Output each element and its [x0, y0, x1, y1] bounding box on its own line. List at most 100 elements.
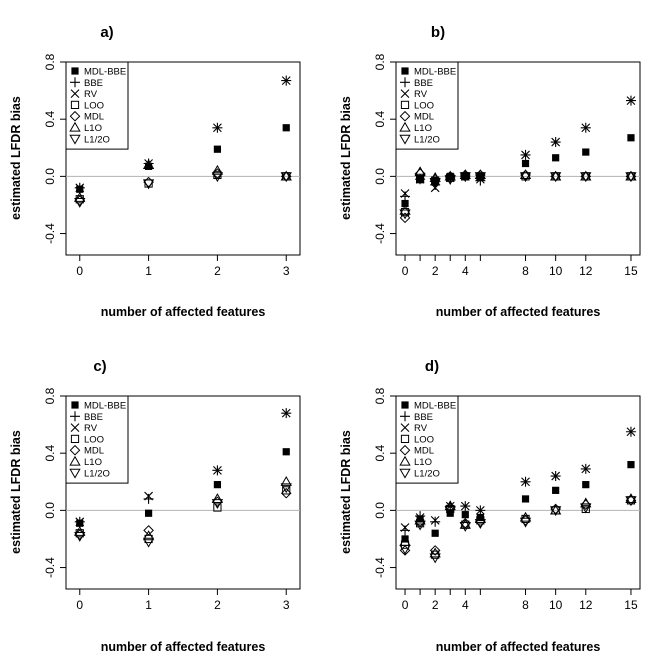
data-point-l1o: [414, 166, 426, 177]
x-tick-label: 15: [624, 598, 638, 612]
data-point-mdl: [429, 545, 441, 556]
data-point-l1o: [549, 504, 562, 515]
y-axis-title: estimated LFDR bias: [339, 430, 353, 554]
legend-symbol-l1-2o: [399, 468, 411, 479]
data-point-l1o: [459, 518, 471, 529]
legend-symbol-mdl-bbe: [71, 67, 79, 75]
data-point-l1-2o: [580, 503, 592, 514]
data-point-l1o: [74, 192, 86, 202]
data-point-rv: [281, 76, 291, 85]
data-point-l1o: [74, 526, 86, 536]
data-point-l1-2o: [414, 173, 426, 184]
data-point-l1-2o: [580, 172, 592, 183]
data-point-mdl: [143, 525, 154, 536]
data-point-rv: [75, 517, 85, 527]
data-point-rv: [581, 464, 591, 474]
data-point-l1-2o: [474, 519, 487, 530]
y-tick-label: 0.8: [373, 387, 387, 404]
legend-label-l1-2o: L1/2O: [414, 134, 440, 145]
data-point-l1-2o: [444, 506, 456, 517]
series-l1o: [74, 475, 292, 541]
series-rv: [75, 76, 291, 193]
x-tick-label: 1: [145, 598, 152, 612]
data-point-loo: [282, 486, 291, 495]
legend-label-rv: RV: [414, 423, 428, 434]
legend-box: [395, 395, 459, 484]
data-point-l1-2o: [142, 179, 155, 190]
series-rv: [75, 408, 291, 527]
x-tick-label: 0: [402, 598, 409, 612]
legend-symbol-rv: [400, 89, 410, 98]
legend-label-loo: LOO: [84, 434, 104, 445]
data-point-l1o: [280, 170, 292, 181]
panel-label: b): [431, 24, 445, 41]
data-point-l1-2o: [549, 172, 562, 183]
legend-symbol-bbe: [400, 411, 410, 422]
x-tick-label: 2: [214, 598, 221, 612]
legend-label-bbe: BBE: [414, 412, 433, 423]
data-point-l1o: [474, 513, 487, 524]
data-point-mdl-bbe: [521, 495, 530, 503]
data-point-mdl-bbe: [282, 124, 290, 132]
data-point-rv: [213, 465, 222, 475]
data-point-l1o: [414, 514, 426, 525]
data-point-rv: [75, 183, 85, 193]
data-point-l1-2o: [74, 198, 86, 208]
panel-a: a) -0.4 0.0 0.4 0.8 0 1 2 3 number of affected fe…: [9, 24, 301, 319]
y-axis-title: estimated LFDR bias: [339, 96, 353, 220]
legend-label-l1-2o: L1/2O: [84, 134, 110, 145]
data-point-rv: [581, 123, 591, 133]
data-point-l1-2o: [399, 209, 411, 220]
legend-symbol-mdl-bbe: [401, 401, 409, 409]
legend-label-loo: LOO: [414, 100, 434, 111]
plot-frame: [395, 61, 641, 256]
data-point-l1-2o: [549, 506, 562, 517]
series-l1-2o: [399, 172, 637, 220]
plot-frame: [395, 395, 641, 590]
data-point-rv: [400, 523, 410, 532]
data-point-mdl: [143, 176, 154, 188]
legend-label-mdl: MDL: [84, 112, 104, 123]
data-point-l1o: [580, 497, 592, 508]
series-l1o: [74, 159, 292, 202]
data-point-mdl-bbe: [552, 154, 560, 162]
data-point-rv: [521, 477, 530, 487]
panel-d: d) -0.4 0.0 0.4 0.8 0 2 4 8 10 12 15 number of affec…: [339, 358, 641, 654]
data-point-mdl-bbe: [582, 481, 590, 489]
legend-label-mdl-bbe: MDL-BBE: [414, 67, 456, 78]
legend-symbol-loo: [400, 100, 410, 110]
legend-label-rv: RV: [84, 89, 98, 100]
legend-symbol-l1-2o: [69, 134, 81, 145]
data-point-mdl-bbe: [627, 134, 635, 142]
data-point-l1-2o: [74, 532, 86, 542]
data-point-mdl: [475, 169, 486, 181]
x-tick-label: 8: [522, 598, 529, 612]
data-point-l1-2o: [459, 172, 471, 183]
y-tick-label: -0.4: [43, 557, 57, 578]
legend-label-l1-2o: L1/2O: [414, 468, 440, 479]
data-point-rv: [281, 408, 291, 418]
legend-box: [65, 61, 129, 150]
y-tick-label: 0.8: [43, 387, 57, 404]
data-point-l1-2o: [211, 499, 224, 510]
data-point-rv: [626, 96, 636, 105]
series-l1-2o: [399, 496, 637, 564]
data-point-rv: [626, 427, 636, 437]
x-tick-label: 15: [624, 264, 638, 278]
legend-symbol-mdl: [69, 444, 81, 456]
legend-label-l1-2o: L1/2O: [84, 468, 110, 479]
panel-b: b) -0.4 0.0 0.4 0.8 0 2 4 8 10 12 15 number of affec…: [339, 24, 641, 319]
legend-symbol-bbe: [70, 77, 80, 88]
legend-label-mdl: MDL: [84, 446, 104, 457]
data-point-rv: [430, 515, 440, 525]
legend-symbol-bbe: [70, 411, 80, 422]
series-l1-2o: [74, 172, 292, 208]
data-point-l1-2o: [429, 553, 441, 564]
legend-label-mdl-bbe: MDL-BBE: [84, 67, 126, 78]
legend-label-rv: RV: [84, 423, 98, 434]
data-point-l1o: [549, 170, 562, 181]
x-tick-label: 2: [432, 598, 439, 612]
